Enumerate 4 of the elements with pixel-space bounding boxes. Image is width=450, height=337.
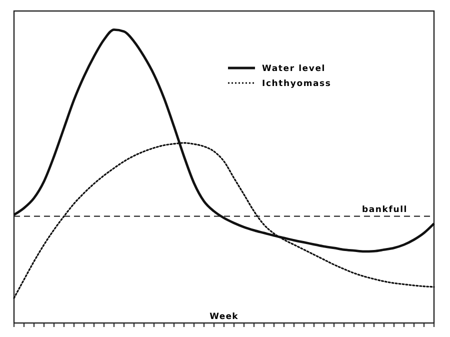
ref-line-label: bankfull <box>362 205 408 216</box>
legend-label: Ichthyomass <box>262 79 332 89</box>
x-axis-title: Week <box>210 312 238 322</box>
legend-label: Water level <box>262 64 326 74</box>
